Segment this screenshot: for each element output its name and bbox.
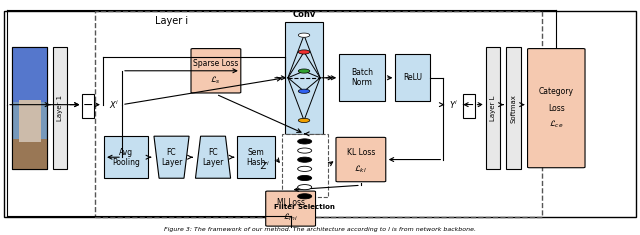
Text: Filter Selection: Filter Selection: [274, 204, 335, 210]
Text: $Y^i$: $Y^i$: [449, 98, 459, 111]
Text: $X^i$: $X^i$: [109, 98, 120, 111]
Circle shape: [298, 50, 310, 54]
Circle shape: [298, 194, 312, 199]
Bar: [95, 11, 542, 217]
Polygon shape: [154, 136, 189, 178]
Bar: [506, 47, 520, 169]
Text: Sparse Loss: Sparse Loss: [193, 59, 239, 68]
Polygon shape: [195, 136, 230, 178]
Circle shape: [298, 184, 312, 190]
FancyBboxPatch shape: [336, 137, 386, 182]
Bar: [237, 136, 275, 178]
Bar: [4, 11, 636, 217]
Text: KL Loss: KL Loss: [347, 148, 375, 157]
Bar: [104, 136, 148, 178]
Circle shape: [298, 139, 312, 144]
Bar: [53, 47, 67, 169]
Bar: [463, 94, 474, 118]
Text: Loss: Loss: [548, 104, 564, 113]
Text: Layer i: Layer i: [156, 16, 188, 26]
Bar: [396, 55, 431, 101]
FancyBboxPatch shape: [266, 191, 316, 226]
Bar: [12, 47, 47, 102]
Text: ReLU: ReLU: [403, 73, 422, 82]
Text: $\mathcal{L}_{kl}$: $\mathcal{L}_{kl}$: [355, 163, 367, 175]
Text: Layer L: Layer L: [490, 95, 496, 121]
FancyBboxPatch shape: [527, 49, 585, 168]
Circle shape: [298, 166, 312, 171]
Text: Softmax: Softmax: [511, 94, 516, 123]
Text: Layer 1: Layer 1: [57, 95, 63, 121]
FancyBboxPatch shape: [191, 49, 241, 93]
Bar: [12, 138, 47, 169]
Circle shape: [298, 33, 310, 37]
Circle shape: [298, 69, 310, 73]
Bar: [339, 55, 385, 101]
Circle shape: [298, 118, 310, 122]
Bar: [12, 47, 47, 169]
Text: MI Loss: MI Loss: [276, 198, 305, 207]
Text: $Z^i$: $Z^i$: [260, 159, 270, 172]
Text: Batch
Norm: Batch Norm: [351, 68, 373, 87]
Circle shape: [298, 148, 312, 153]
Bar: [486, 47, 500, 169]
Text: $\mathcal{L}_{ce}$: $\mathcal{L}_{ce}$: [549, 119, 564, 130]
Text: $\mathcal{L}_{mi}$: $\mathcal{L}_{mi}$: [283, 211, 298, 223]
Text: Category: Category: [539, 87, 574, 96]
Circle shape: [298, 157, 312, 162]
Text: −: −: [83, 99, 93, 112]
Bar: [83, 94, 94, 118]
Text: FC
Layer: FC Layer: [161, 148, 182, 167]
Bar: [12, 47, 47, 169]
Text: Avg
Pooling: Avg Pooling: [112, 148, 140, 167]
Text: Figure 3: The framework of our method. The architecture according to l is from n: Figure 3: The framework of our method. T…: [164, 227, 476, 232]
Text: Sem
Hash: Sem Hash: [246, 148, 266, 167]
Circle shape: [298, 89, 310, 93]
Bar: [285, 22, 323, 134]
Circle shape: [298, 176, 312, 180]
Text: Conv: Conv: [292, 10, 316, 19]
Bar: [19, 100, 41, 142]
Text: $\mathcal{L}_s$: $\mathcal{L}_s$: [211, 74, 221, 86]
Bar: [282, 134, 328, 197]
Text: FC
Layer: FC Layer: [202, 148, 224, 167]
Text: −: −: [463, 99, 474, 112]
